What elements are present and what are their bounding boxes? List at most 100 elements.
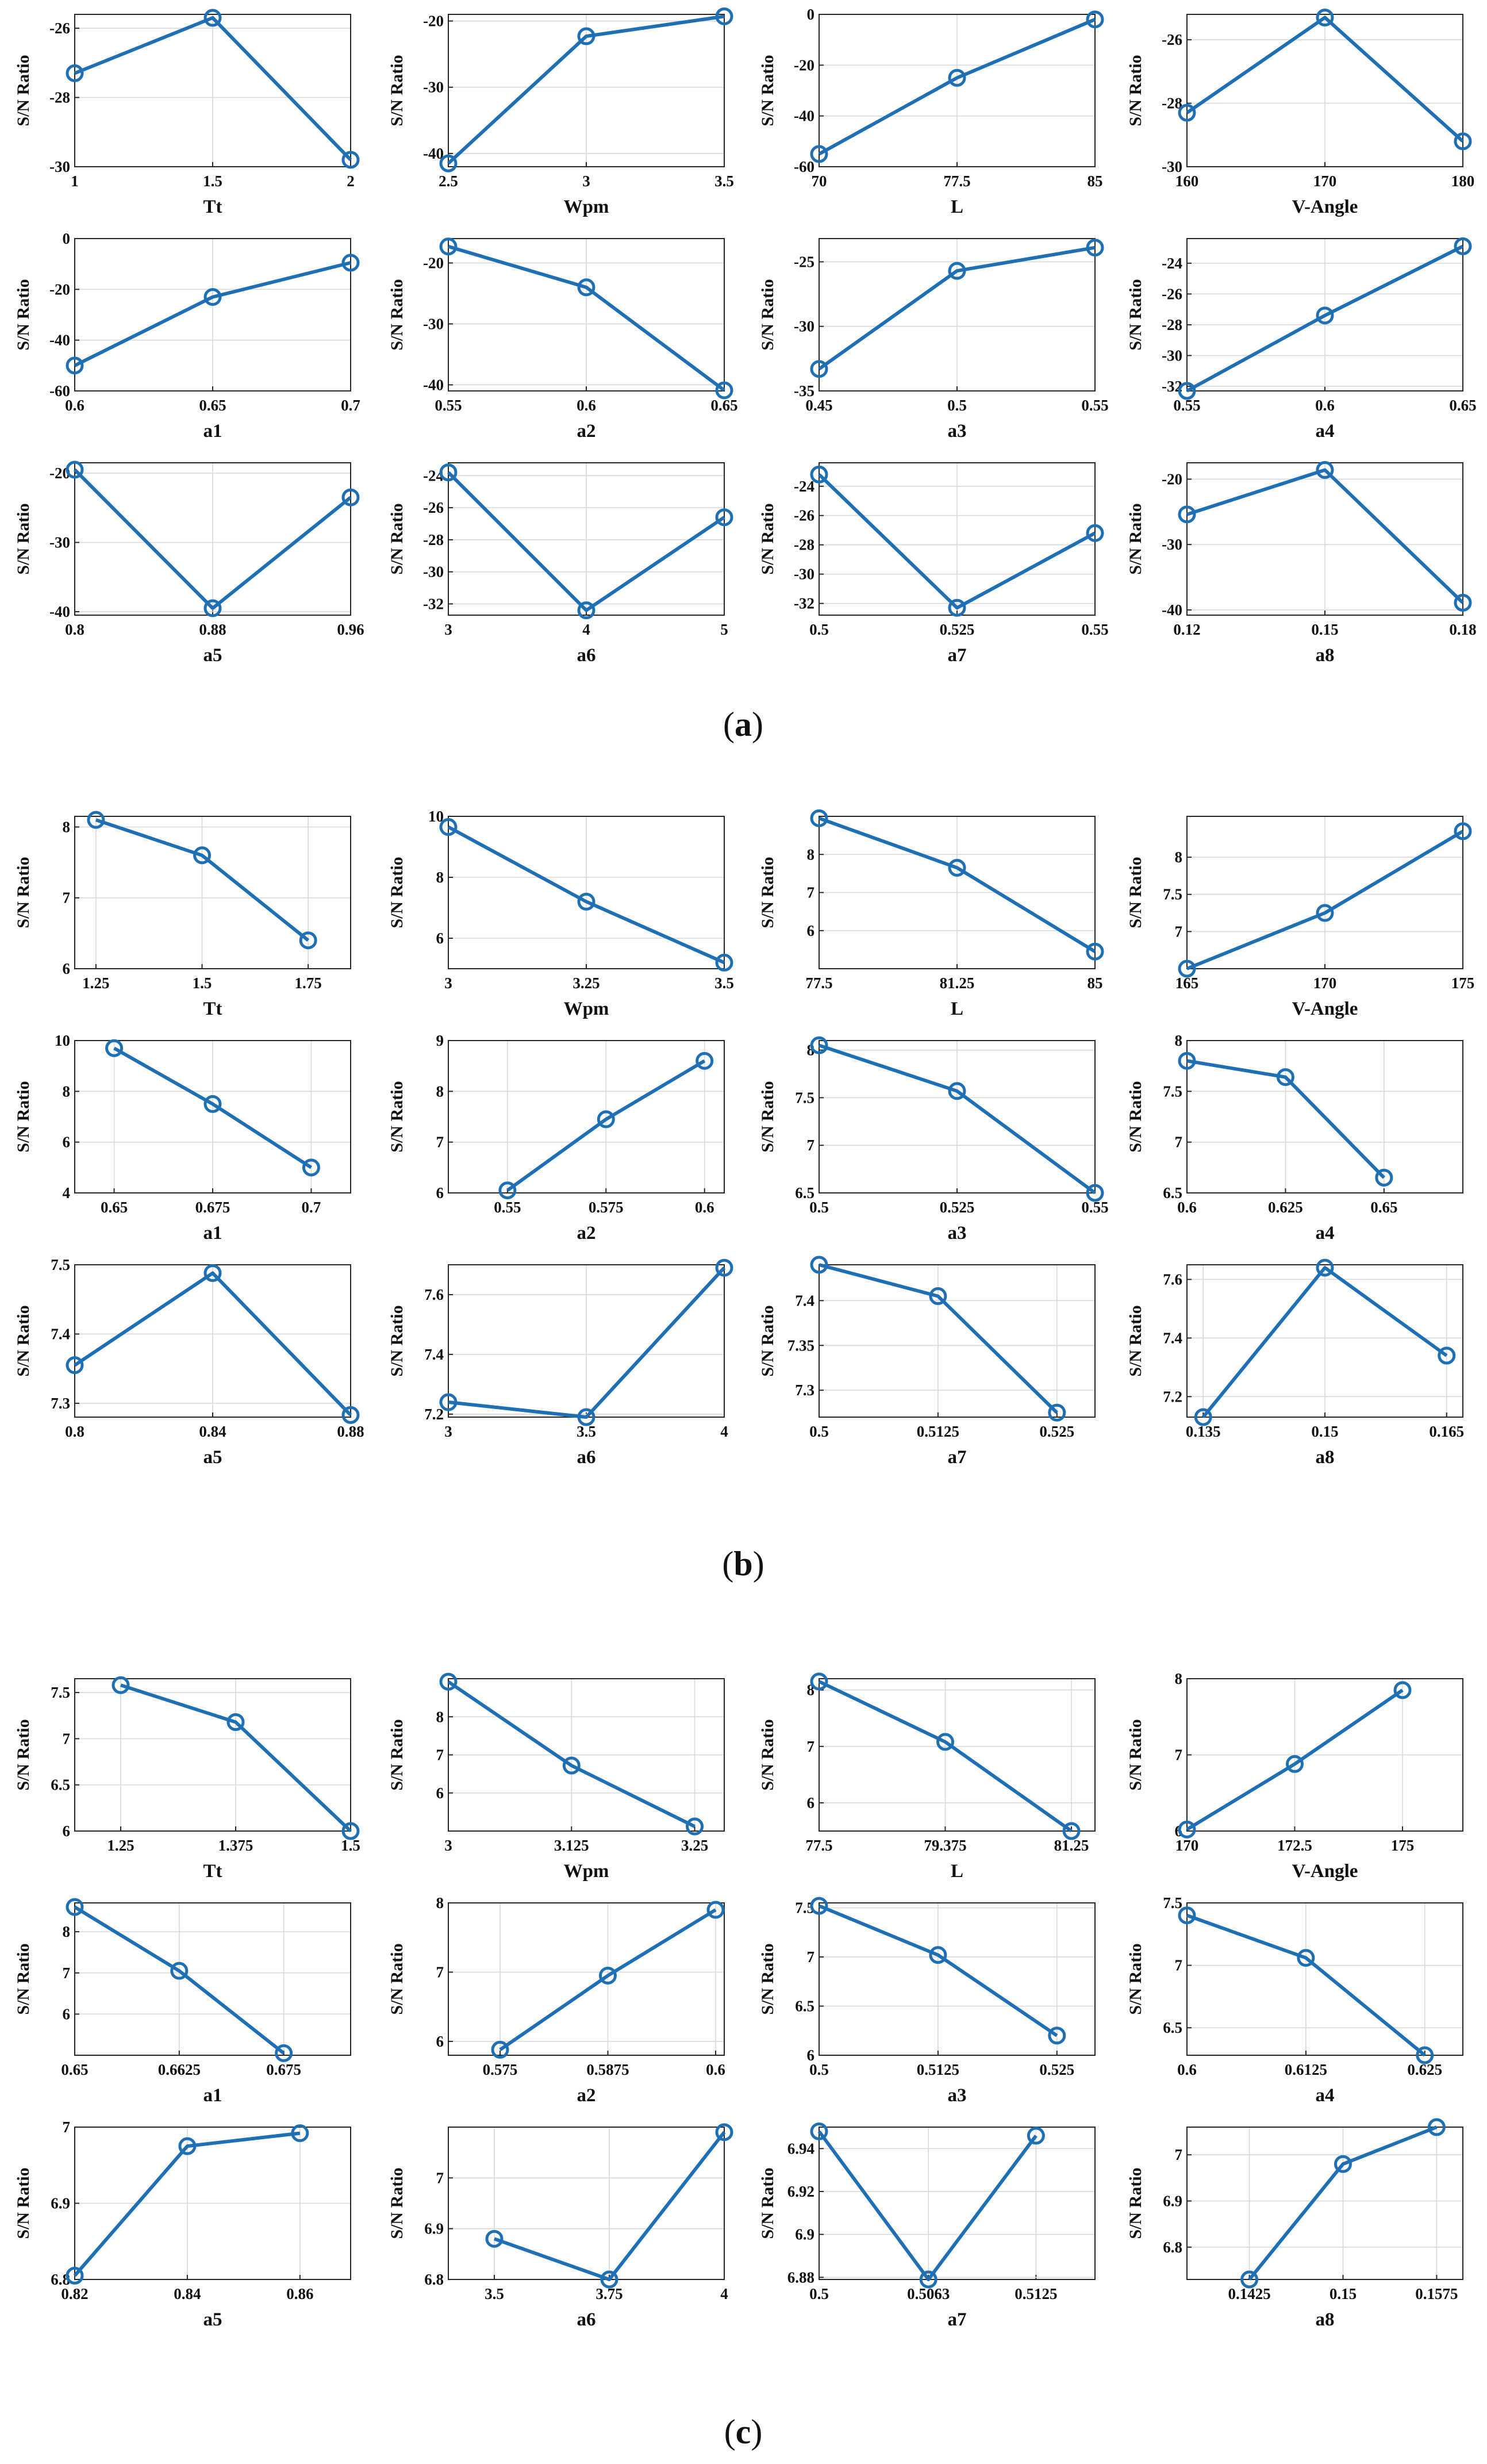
data-point xyxy=(929,1287,947,1306)
series-line xyxy=(447,471,725,612)
data-point xyxy=(810,465,828,483)
x-tick-label: 70 xyxy=(812,172,827,190)
y-tick-label: 7.5 xyxy=(1163,886,1182,903)
series-line xyxy=(819,1263,1058,1414)
caption-close-paren: ) xyxy=(753,1545,764,1583)
data-point xyxy=(929,1946,947,1964)
x-tick-label: 0.165 xyxy=(1429,1423,1464,1440)
x-axis-label: a5 xyxy=(203,1447,222,1468)
subplot-a2: 0.55 0.575 0.6 6 7 8 9 a2 S/N Ratio xyxy=(387,1032,725,1243)
y-tick-label: 8 xyxy=(436,1708,444,1725)
plot-frame xyxy=(819,14,1096,167)
data-point xyxy=(562,1756,581,1775)
y-tick-label: -30 xyxy=(1162,536,1182,553)
y-tick-label: 6.5 xyxy=(795,1184,814,1202)
y-tick-label: -30 xyxy=(794,318,814,335)
plot-frame xyxy=(74,2127,351,2280)
x-tick-label: 1.5 xyxy=(193,974,212,992)
plot-frame xyxy=(448,14,725,167)
x-axis-label: Tt xyxy=(203,197,222,217)
x-tick-label: 0.65 xyxy=(1370,1199,1397,1216)
data-point xyxy=(1316,9,1334,27)
data-point xyxy=(600,2270,618,2289)
x-axis-label: a1 xyxy=(203,2085,222,2106)
y-tick-label: 0 xyxy=(807,6,815,23)
x-tick-label: 0.8 xyxy=(65,621,84,638)
data-point xyxy=(1416,2046,1434,2064)
y-tick-label: 7.4 xyxy=(795,1292,814,1309)
y-tick-label: 9 xyxy=(436,1032,444,1049)
plot-frame xyxy=(819,1040,1096,1193)
x-tick-label: 0.84 xyxy=(199,1423,226,1440)
data-point xyxy=(919,2270,937,2289)
caption-letter: a xyxy=(735,705,752,743)
x-tick-label: 0.18 xyxy=(1449,621,1476,638)
x-axis-label: a2 xyxy=(577,2085,596,2106)
data-point xyxy=(1393,1681,1412,1699)
x-tick-label: 180 xyxy=(1451,172,1475,190)
y-tick-label: 6 xyxy=(63,2005,71,2022)
y-axis-label: S/N Ratio xyxy=(1126,857,1145,928)
y-tick-label: -26 xyxy=(49,20,70,37)
y-tick-label: 7.5 xyxy=(51,1684,70,1701)
x-axis-label: V-Angle xyxy=(1292,1861,1358,1882)
x-tick-label: 85 xyxy=(1088,172,1103,190)
y-tick-label: -20 xyxy=(423,13,444,30)
x-axis-label: a5 xyxy=(203,2309,222,2330)
y-tick-label: -20 xyxy=(794,56,814,74)
x-axis-label: a2 xyxy=(577,1223,596,1243)
plot-frame xyxy=(819,1264,1096,1418)
x-tick-label: 0.525 xyxy=(1039,2061,1074,2078)
series-line xyxy=(1186,16,1465,143)
caption-b: (b) xyxy=(722,1545,764,1583)
x-axis-label: Wpm xyxy=(564,197,609,217)
y-tick-label: -40 xyxy=(423,376,444,393)
y-tick-label: -30 xyxy=(49,158,70,175)
x-axis-label: a8 xyxy=(1316,1447,1335,1468)
data-point xyxy=(936,1733,955,1751)
y-axis-label: S/N Ratio xyxy=(387,1719,406,1790)
series-line xyxy=(448,244,725,392)
x-axis-label: a2 xyxy=(577,421,596,442)
data-point xyxy=(810,360,828,378)
y-tick-label: -30 xyxy=(794,566,814,583)
x-tick-label: 0.625 xyxy=(1268,1199,1303,1216)
data-point xyxy=(439,818,458,836)
x-tick-label: 0.55 xyxy=(494,1199,521,1216)
x-tick-label: 2.5 xyxy=(439,172,458,190)
x-axis-label: a4 xyxy=(1316,2085,1335,2106)
data-point xyxy=(948,858,966,877)
y-tick-label: -30 xyxy=(1162,347,1182,364)
plot-frame xyxy=(1186,2127,1463,2280)
x-axis-label: a8 xyxy=(1316,645,1335,666)
x-tick-label: 0.5875 xyxy=(586,2061,629,2078)
x-axis-label: L xyxy=(951,197,963,217)
plot-frame xyxy=(448,816,725,969)
plot-frame xyxy=(74,14,351,167)
y-tick-label: 6.88 xyxy=(787,2269,814,2286)
data-point xyxy=(1048,1403,1066,1422)
data-point xyxy=(193,846,212,865)
data-point xyxy=(1086,524,1104,542)
y-axis-label: S/N Ratio xyxy=(758,1305,777,1376)
x-tick-label: 1.25 xyxy=(82,974,109,992)
y-axis-label: S/N Ratio xyxy=(387,857,406,928)
data-point xyxy=(577,278,595,297)
x-tick-label: 0.65 xyxy=(199,397,226,414)
x-tick-label: 0.86 xyxy=(286,2285,313,2302)
y-tick-label: 7 xyxy=(436,1134,444,1151)
caption-open-paren: ( xyxy=(722,1545,733,1583)
y-tick-label: -32 xyxy=(794,595,814,612)
x-tick-label: 1.25 xyxy=(107,1837,134,1854)
y-tick-label: -30 xyxy=(1162,158,1182,175)
plot-frame xyxy=(74,238,351,392)
x-tick-label: 0.6 xyxy=(65,397,84,414)
y-tick-label: 6.9 xyxy=(795,2226,814,2243)
x-axis-label: Wpm xyxy=(564,999,609,1019)
y-axis-label: S/N Ratio xyxy=(1126,55,1145,126)
x-tick-label: 0.6 xyxy=(577,397,596,414)
